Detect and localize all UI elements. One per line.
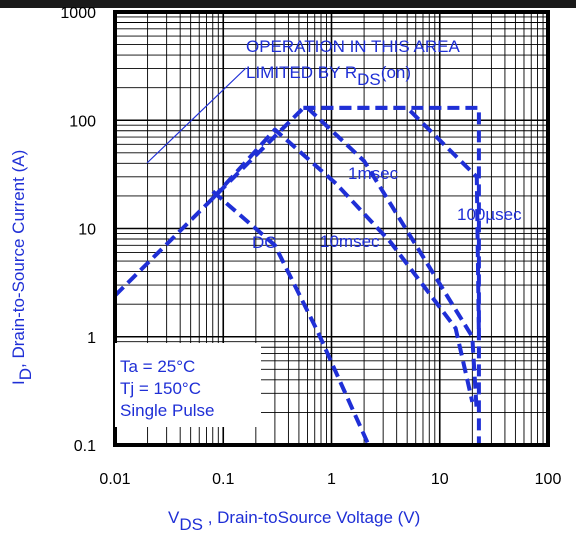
x-axis-title: VDS , Drain-toSource Voltage (V) xyxy=(168,508,420,533)
x-tick-labels: 0.01 0.1 1 10 100 xyxy=(99,471,561,488)
area-annotation-prefix: LIMITED BY R xyxy=(246,63,357,82)
label-10msec: 10msec xyxy=(320,232,380,251)
label-100usec: 100µsec xyxy=(457,205,522,224)
x-tick-label: 10 xyxy=(431,471,449,488)
series-line-5 xyxy=(211,189,371,446)
y-axis-title-sub: D xyxy=(16,368,35,380)
y-tick-label: 10 xyxy=(78,222,96,239)
series-line-2 xyxy=(303,105,481,337)
x-axis-title-sub: DS xyxy=(179,515,203,533)
top-border-bar xyxy=(0,0,576,8)
y-tick-label: 0.1 xyxy=(74,438,96,455)
area-annotation-line2: LIMITED BY RDS(on) xyxy=(246,63,411,89)
series-line-3 xyxy=(306,106,479,413)
area-annotation-suffix: (on) xyxy=(381,63,411,82)
x-tick-label: 1 xyxy=(327,471,336,488)
area-annotation-subscript: DS xyxy=(357,70,381,89)
label-1msec: 1msec xyxy=(348,164,399,183)
y-axis-title-rest: , Drain-to-Source Current (A) xyxy=(9,150,28,368)
plot-frame xyxy=(113,10,550,447)
condition-ta: Ta = 25°C xyxy=(120,357,195,376)
y-tick-label: 100 xyxy=(69,113,96,130)
y-axis-title: ID, Drain-to-Source Current (A) xyxy=(9,150,35,385)
x-tick-label: 0.01 xyxy=(99,471,130,488)
annotation-pointer-line xyxy=(146,67,247,164)
series-line-1 xyxy=(303,105,481,445)
condition-pulse: Single Pulse xyxy=(120,401,215,420)
y-tick-label: 1000 xyxy=(60,5,96,22)
y-axis-title-main: I xyxy=(9,380,28,385)
condition-tj: Tj = 150°C xyxy=(120,379,201,398)
x-tick-label: 100 xyxy=(535,471,562,488)
y-tick-label: 1 xyxy=(87,330,96,347)
label-dc: DC xyxy=(252,233,277,252)
x-tick-label: 0.1 xyxy=(212,471,234,488)
conditions-box xyxy=(115,343,261,427)
area-annotation-line1: OPERATION IN THIS AREA xyxy=(246,37,460,56)
series-line-4 xyxy=(211,127,475,403)
x-axis-title-main: V xyxy=(168,508,180,527)
x-axis-title-rest: , Drain-toSource Voltage (V) xyxy=(203,508,420,527)
y-tick-labels: 0.1 1 10 100 1000 xyxy=(60,5,96,455)
